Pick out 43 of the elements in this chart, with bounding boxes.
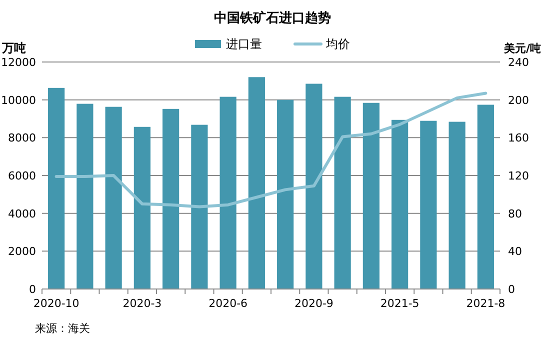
y2-axis-title: 美元/吨 bbox=[502, 42, 541, 55]
y-tick-label: 10000 bbox=[1, 94, 36, 107]
y-tick-label: 12000 bbox=[1, 56, 36, 69]
bar bbox=[48, 88, 65, 289]
legend-label: 进口量 bbox=[226, 37, 262, 51]
bar bbox=[76, 104, 94, 289]
source-note: 来源：海关 bbox=[35, 322, 90, 335]
x-tick-label: 2020-9 bbox=[294, 297, 334, 310]
y-tick-label: 2000 bbox=[8, 245, 36, 258]
chart-title: 中国铁矿石进口趋势 bbox=[214, 10, 331, 26]
x-tick-label: 2020-6 bbox=[208, 297, 248, 310]
y2-tick-label: 200 bbox=[508, 94, 529, 107]
y-tick-label: 4000 bbox=[8, 207, 36, 220]
bar bbox=[105, 106, 122, 289]
bar bbox=[248, 77, 265, 289]
y-axis-title: 万吨 bbox=[1, 41, 26, 55]
bar bbox=[162, 108, 180, 289]
y-tick-label: 6000 bbox=[8, 170, 36, 182]
y2-tick-label: 120 bbox=[508, 170, 529, 182]
bar bbox=[306, 84, 322, 289]
bar bbox=[334, 96, 351, 289]
bar bbox=[477, 104, 494, 289]
bar bbox=[220, 96, 236, 289]
y2-tick-label: 40 bbox=[508, 245, 522, 258]
line-series bbox=[54, 92, 488, 208]
y2-tick-label: 80 bbox=[508, 207, 522, 220]
bar bbox=[191, 124, 208, 289]
bar bbox=[392, 120, 408, 289]
y2-tick-label: 0 bbox=[508, 283, 515, 296]
x-tick-label: 2020-10 bbox=[33, 297, 80, 310]
bar bbox=[448, 122, 466, 289]
x-tick-label: 2021-5 bbox=[380, 297, 420, 310]
y2-tick-label: 240 bbox=[508, 56, 529, 69]
y-tick-label: 0 bbox=[29, 283, 36, 296]
y-tick-label: 8000 bbox=[8, 132, 36, 145]
legend-label: 均价 bbox=[325, 37, 350, 51]
x-tick-label: 2020-3 bbox=[122, 297, 162, 310]
bar bbox=[134, 126, 150, 289]
y2-tick-label: 160 bbox=[508, 132, 529, 145]
bar bbox=[362, 102, 380, 289]
x-tick-label: 2021-8 bbox=[466, 297, 506, 310]
bar bbox=[277, 100, 294, 289]
bar bbox=[420, 120, 437, 289]
